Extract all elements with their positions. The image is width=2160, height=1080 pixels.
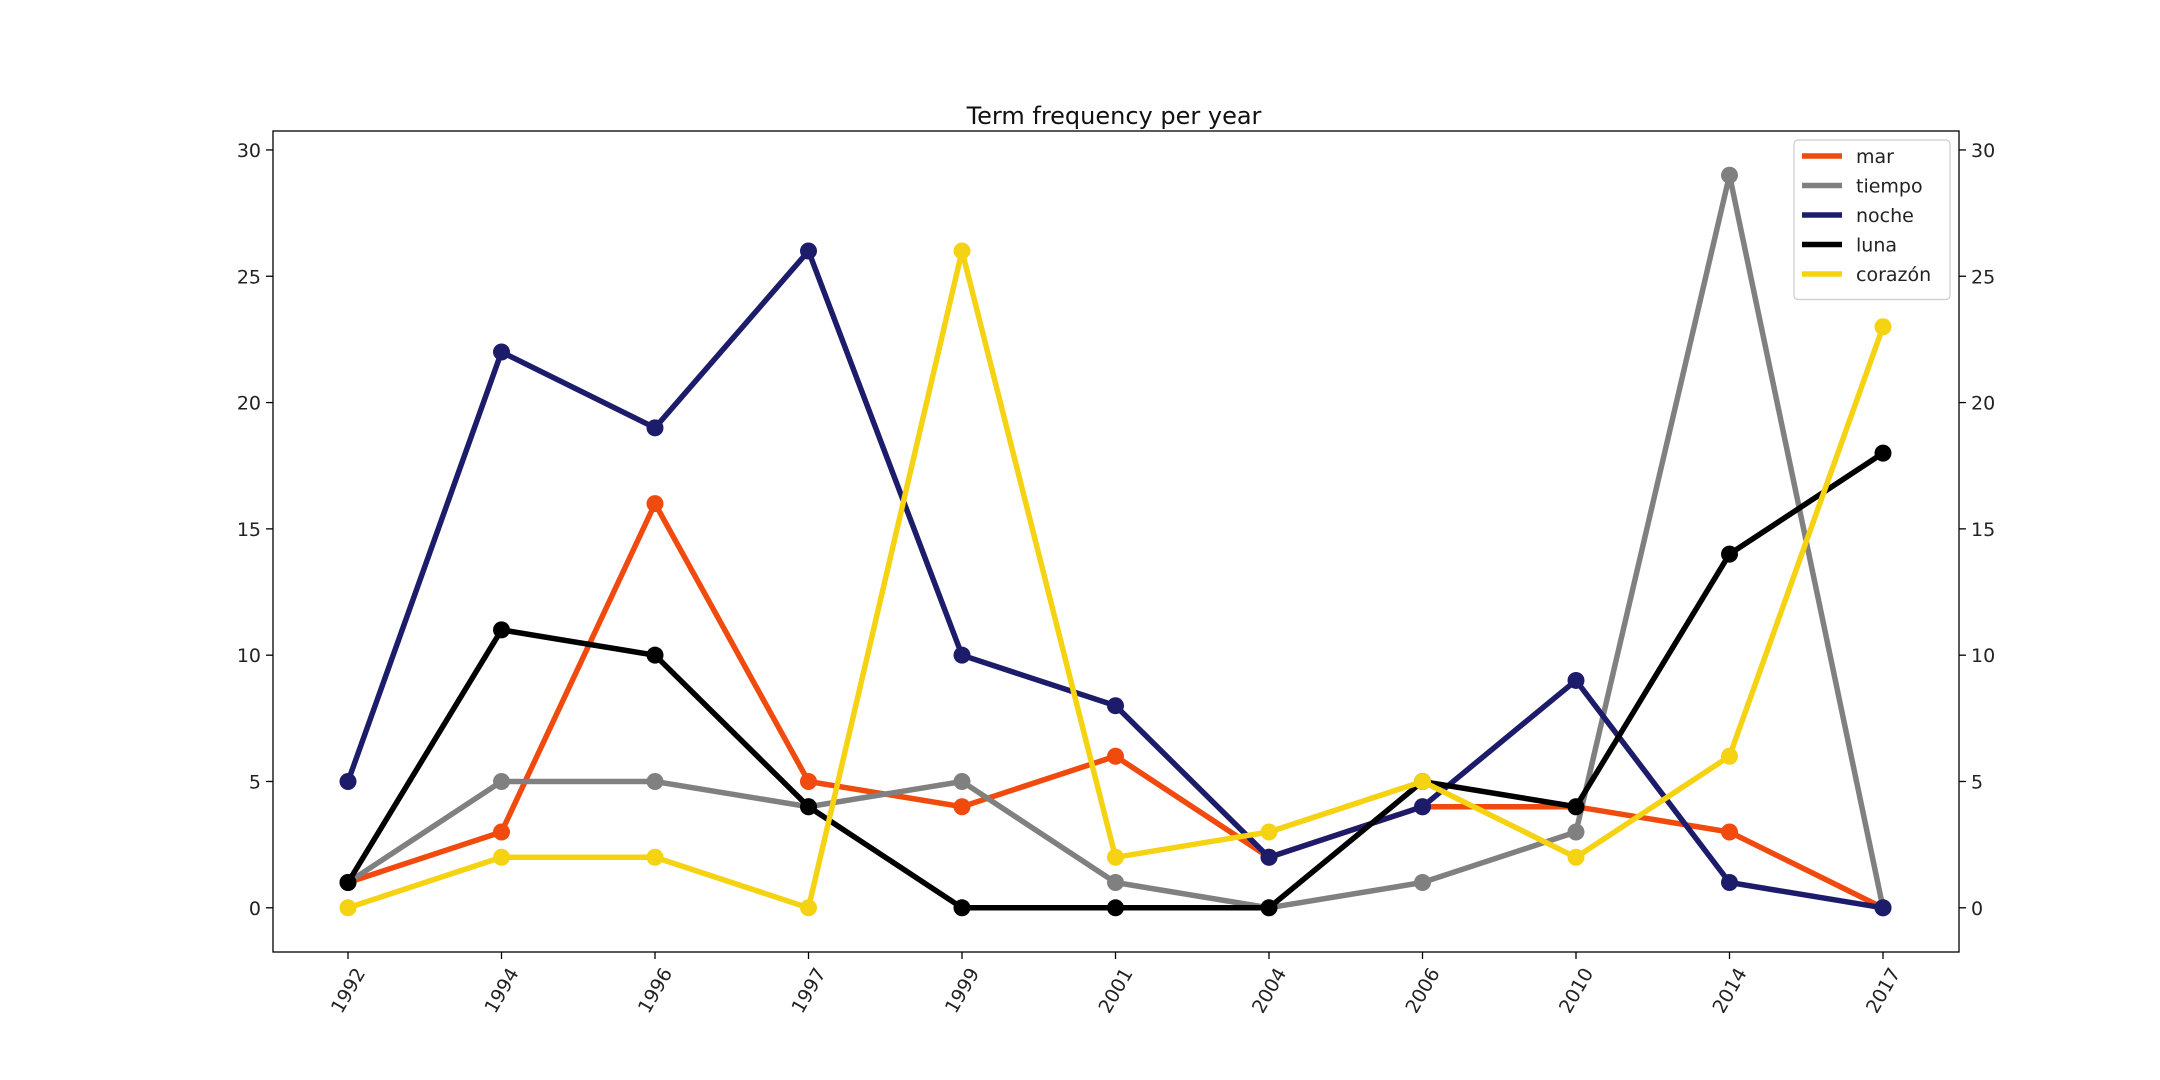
legend-item-mar: mar <box>1802 146 1894 168</box>
data-point <box>1260 823 1278 841</box>
legend-label: luna <box>1856 235 1897 257</box>
x-tick-label: 1999 <box>941 964 984 1017</box>
series-line <box>346 174 1886 911</box>
data-point <box>493 772 510 790</box>
x-tick-label: 1997 <box>787 964 830 1017</box>
legend-item-corazón: corazón <box>1802 264 1931 286</box>
legend-label: tiempo <box>1856 176 1923 198</box>
series-luna <box>339 444 1892 917</box>
data-point <box>646 419 664 437</box>
data-point <box>800 899 817 917</box>
x-tick-label: 2006 <box>1401 964 1444 1017</box>
data-point <box>646 772 664 790</box>
data-point <box>1874 318 1892 336</box>
data-point <box>1414 874 1431 892</box>
data-point <box>339 772 357 790</box>
y-tick-label-left: 30 <box>237 140 261 162</box>
data-point <box>953 242 971 260</box>
y-tick-label-right: 25 <box>1971 266 1995 288</box>
data-point <box>1107 899 1124 917</box>
data-point <box>800 798 817 816</box>
data-point <box>339 874 357 892</box>
y-tick-label-right: 10 <box>1971 645 1995 667</box>
legend: mar tiempo noche luna corazón <box>1793 139 1951 301</box>
legend-item-noche: noche <box>1802 205 1914 227</box>
data-point <box>1721 874 1738 892</box>
data-point <box>1107 697 1124 715</box>
data-point <box>1721 823 1738 841</box>
legend-label: mar <box>1856 146 1894 168</box>
data-point <box>493 621 510 639</box>
y-tick-label-left: 10 <box>237 645 261 667</box>
x-tick-label: 1992 <box>327 964 370 1017</box>
series-line <box>347 250 1886 912</box>
legend-label: corazón <box>1856 264 1931 286</box>
y-tick-label-right: 5 <box>1971 771 1983 793</box>
data-point <box>646 848 664 866</box>
data-point <box>493 343 510 361</box>
data-point <box>493 823 510 841</box>
data-point <box>953 772 971 790</box>
data-point <box>1721 747 1738 765</box>
legend-box <box>1793 139 1951 301</box>
data-point <box>1874 444 1892 462</box>
y-tick-label-right: 20 <box>1971 393 1995 415</box>
x-tick-label: 1996 <box>634 964 677 1017</box>
series-noche <box>339 242 1892 917</box>
x-tick-label: 2014 <box>1708 964 1751 1017</box>
data-point <box>646 495 664 513</box>
data-point <box>953 798 971 816</box>
legend-item-luna: luna <box>1802 235 1897 257</box>
data-point <box>800 242 817 260</box>
series-line <box>345 450 1885 911</box>
x-tick-label: 1994 <box>480 964 523 1017</box>
y-tick-label-left: 0 <box>249 898 261 920</box>
x-tick-label: 2004 <box>1248 964 1291 1017</box>
legend-label: noche <box>1856 205 1914 227</box>
y-tick-label-right: 0 <box>1971 898 1983 920</box>
data-point <box>1107 747 1124 765</box>
data-point <box>1567 671 1585 689</box>
data-point <box>1721 545 1738 563</box>
data-point <box>800 772 817 790</box>
data-point <box>1874 899 1892 917</box>
x-tick-label: 2017 <box>1862 964 1905 1017</box>
data-point <box>1567 823 1585 841</box>
data-point <box>1414 772 1431 790</box>
data-point <box>1567 848 1585 866</box>
x-tick-label: 2001 <box>1094 964 1137 1017</box>
data-point <box>646 646 664 664</box>
data-point <box>953 899 971 917</box>
y-tick-label-left: 15 <box>237 519 261 541</box>
data-point <box>1567 798 1585 816</box>
data-point <box>1107 874 1124 892</box>
data-point <box>1260 899 1278 917</box>
chart-title: Term frequency per year <box>966 102 1262 130</box>
data-point <box>1260 848 1278 866</box>
data-point <box>1107 848 1124 866</box>
data-point <box>1721 166 1738 184</box>
x-tick-label: 2010 <box>1555 964 1598 1017</box>
data-point <box>1414 798 1431 816</box>
data-point <box>339 899 357 917</box>
data-point <box>493 848 510 866</box>
y-tick-label-left: 20 <box>237 393 261 415</box>
series-corazón <box>339 242 1892 917</box>
data-point <box>953 646 971 664</box>
series-layer <box>339 166 1892 917</box>
legend-item-tiempo: tiempo <box>1802 176 1923 198</box>
y-tick-label-right: 15 <box>1971 519 1995 541</box>
y-tick-label-left: 25 <box>237 266 261 288</box>
y-tick-label-left: 5 <box>249 771 261 793</box>
y-tick-label-right: 30 <box>1971 140 1995 162</box>
